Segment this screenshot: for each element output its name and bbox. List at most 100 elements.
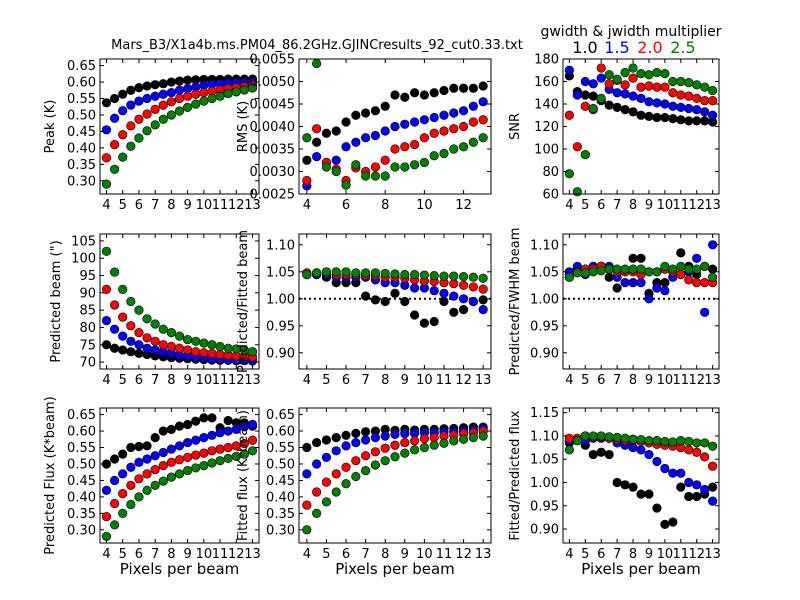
y-tick-label: 0.50 (266, 457, 295, 472)
data-point (223, 426, 233, 436)
data-point (449, 144, 459, 154)
data-point (458, 121, 469, 132)
data-point (247, 435, 258, 445)
data-point (390, 440, 400, 450)
data-point (449, 307, 459, 317)
data-point (199, 433, 209, 443)
y-tick-label: 0.0040 (250, 120, 296, 135)
x-tick-label: 10 (657, 547, 674, 562)
data-point (419, 442, 429, 453)
y-tick-label: 100 (534, 143, 559, 158)
data-point (247, 446, 258, 456)
y-tick-label: 0.95 (530, 319, 559, 334)
data-point (400, 119, 410, 129)
data-point (628, 482, 638, 492)
data-point (588, 431, 598, 441)
data-point (644, 97, 654, 107)
data-point (158, 114, 168, 124)
series-1.5 (101, 419, 258, 495)
data-point (361, 451, 371, 461)
data-point (321, 452, 332, 462)
data-point (644, 294, 654, 304)
data-point (370, 460, 381, 470)
data-point (390, 144, 400, 154)
x-tick-label: 13 (244, 373, 261, 388)
data-point (596, 431, 606, 441)
data-point (612, 264, 622, 274)
data-point (400, 162, 410, 172)
data-point (134, 114, 144, 124)
data-point (370, 106, 381, 116)
data-point (668, 264, 678, 274)
y-tick-label: 1.15 (530, 406, 559, 421)
data-point (341, 430, 351, 440)
data-point (628, 253, 638, 263)
data-point (458, 106, 469, 116)
x-tick-label: 9 (401, 547, 409, 562)
data-point (588, 267, 598, 277)
x-tick-label: 12 (688, 373, 705, 388)
x-tick-label: 13 (704, 373, 721, 388)
data-point (134, 83, 144, 93)
data-point (142, 109, 152, 119)
data-point (660, 278, 670, 288)
data-point (118, 130, 128, 140)
x-tick-label: 7 (361, 373, 369, 388)
data-point (400, 296, 410, 307)
data-point (331, 433, 341, 443)
data-point (400, 269, 410, 280)
data-point (478, 81, 488, 91)
data-point (312, 268, 322, 278)
y-tick-label: 0.0030 (250, 165, 296, 180)
data-point (612, 74, 622, 84)
data-point (604, 79, 614, 89)
data-point (247, 347, 258, 357)
y-tick-label: 0.60 (67, 425, 96, 440)
data-point (468, 433, 478, 443)
y-tick-label: 1.05 (266, 265, 295, 280)
x-tick-label: 10 (196, 373, 213, 388)
data-point (223, 88, 233, 99)
data-point (183, 334, 193, 345)
data-point (207, 93, 217, 104)
legend: 1.0 1.5 2.0 2.5 (572, 38, 695, 57)
data-point (215, 91, 225, 101)
data-point (439, 296, 449, 307)
x-tick-label: 6 (597, 373, 605, 388)
x-tick-label: 7 (151, 198, 159, 213)
data-point (708, 441, 718, 451)
data-point (134, 457, 144, 467)
y-tick-label: 140 (534, 98, 559, 113)
x-tick-label: 12 (228, 547, 245, 562)
data-point (390, 121, 400, 132)
data-point (150, 319, 160, 329)
data-point (134, 474, 144, 484)
data-point (118, 106, 128, 116)
data-point (449, 83, 459, 93)
data-point (409, 445, 420, 455)
data-point (158, 476, 168, 486)
x-tick-label: 13 (704, 198, 721, 213)
x-tick-label: 7 (613, 547, 621, 562)
data-point (708, 482, 718, 492)
x-tick-label: 11 (212, 198, 229, 213)
data-point (409, 139, 420, 150)
data-point (126, 321, 136, 331)
data-point (150, 91, 160, 101)
data-point (644, 70, 654, 80)
data-point (380, 126, 390, 136)
data-point (380, 456, 390, 466)
data-point (126, 85, 136, 95)
data-point (660, 519, 670, 529)
data-point (142, 126, 152, 136)
data-point (478, 115, 488, 125)
y-tick-label: 0.30 (67, 523, 96, 538)
y-tick-label: 95 (79, 269, 96, 284)
data-point (400, 448, 410, 458)
data-point (692, 105, 702, 115)
data-point (478, 305, 488, 315)
series-1.0 (564, 71, 718, 127)
x-tick-label: 5 (322, 373, 330, 388)
x-tick-label: 13 (475, 373, 492, 388)
data-point (312, 508, 322, 518)
